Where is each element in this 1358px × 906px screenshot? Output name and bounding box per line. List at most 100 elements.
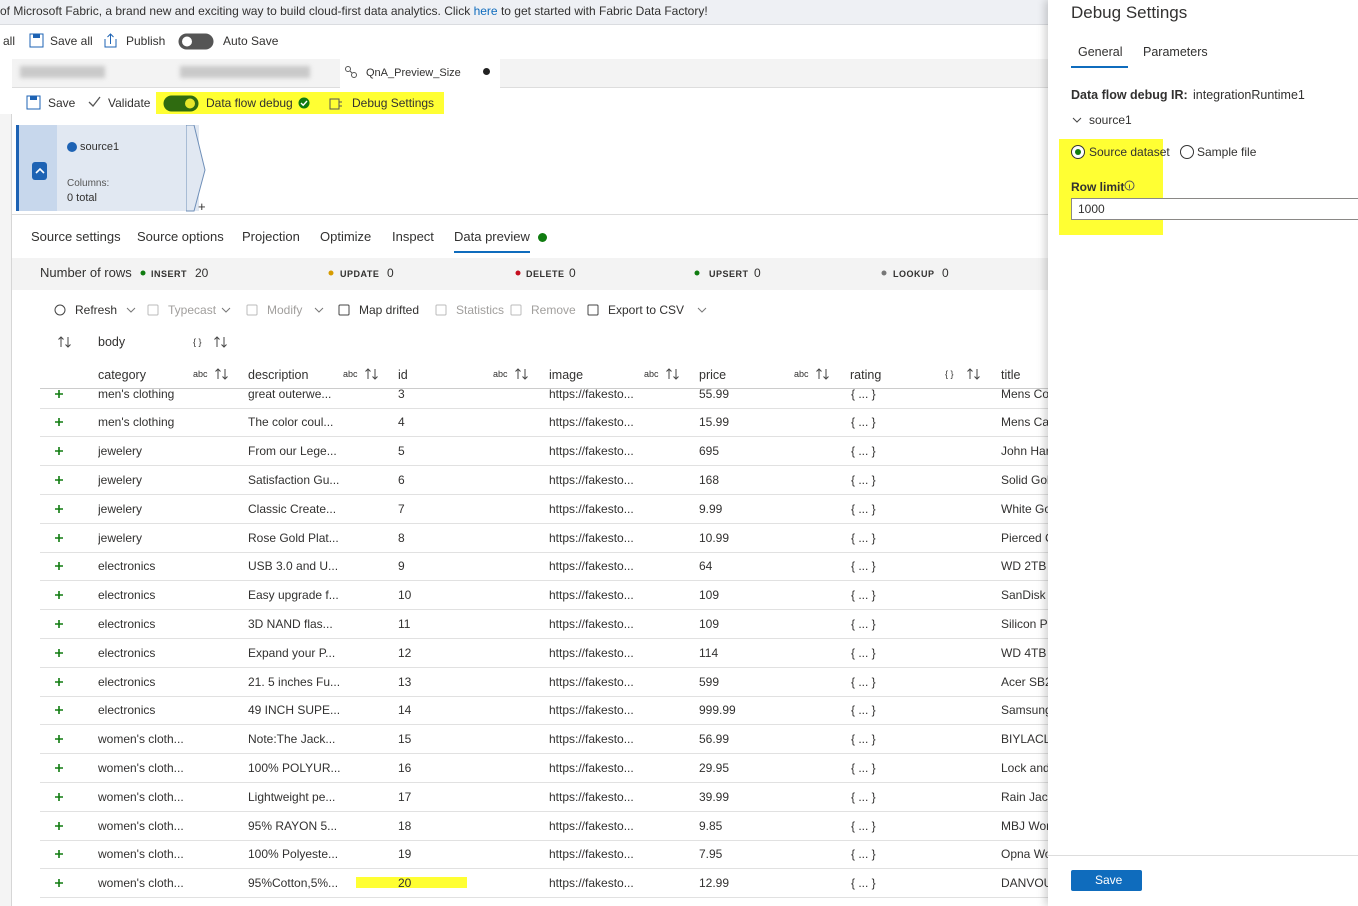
grid-cell: BIYLACLE [1001,732,1048,747]
panel-tab[interactable]: Optimize [320,229,372,244]
active-tab[interactable] [340,59,500,88]
grid-cell: 114 [699,645,719,660]
row-limit-value: 1000 [1078,202,1105,216]
toolbar-button[interactable]: all [3,34,16,48]
insert-icon [55,648,63,657]
subtoolbar-button[interactable]: Validate [108,96,151,110]
row-count-value: 0 [569,266,576,280]
radio[interactable] [1180,145,1194,159]
insert-icon [55,619,63,628]
subtoolbar-button[interactable]: Save [48,96,76,110]
subtoolbar-button[interactable]: Data flow debug [206,96,293,110]
tab[interactable]: QnA_Preview_Size [366,67,461,79]
panel-tab[interactable]: Source options [137,229,224,244]
column-header: id [398,368,408,382]
grid-cell: https://fakesto... [549,444,634,459]
column-type: abc [493,369,508,379]
action-button[interactable]: Remove [531,303,576,317]
radio-selected[interactable] [1071,145,1085,159]
option-label[interactable]: Source dataset [1089,145,1170,159]
panel-tab[interactable]: Data preview [454,229,530,244]
row-divider [40,523,1048,524]
save-button[interactable] [1071,870,1142,891]
grid-cell: electronics [98,616,156,631]
row-divider [40,638,1048,639]
panel-tab[interactable]: Source settings [31,229,121,244]
banner-link[interactable]: here [473,4,498,18]
action-button[interactable]: Typecast [168,303,217,317]
grid-cell: { ... } [851,760,876,775]
ir-label: Data flow debug IR: [1071,88,1188,102]
insert-icon [55,591,63,600]
save-button-label[interactable]: Save [1095,873,1123,887]
action-button[interactable]: Refresh [75,303,118,317]
action-icon [510,304,522,316]
footer-line [1048,855,1358,856]
grid-cell: 9.85 [699,818,723,833]
panel-tab[interactable]: Projection [242,229,300,244]
row-count-icon [881,270,887,276]
row-limit-input[interactable] [1071,198,1358,220]
grid-cell: Acer SB22 [1001,674,1048,689]
option-label[interactable]: Sample file [1197,145,1257,159]
toolbar-button[interactable]: Save all [50,34,93,48]
publish-icon [104,33,117,48]
toolbar-button[interactable]: Publish [126,34,166,48]
action-icon [147,304,159,316]
action-icon [587,304,599,316]
preview-status-dot [538,233,547,242]
grid-cell: electronics [98,588,156,603]
column-type: abc [193,369,208,379]
node-columns-value: 0 total [67,192,97,204]
panel-tab[interactable]: General [1078,45,1123,59]
grid-cell: 109 [699,588,720,603]
grid-cell: SanDisk S [1001,588,1048,603]
grid-cell: jewelery [98,444,143,459]
grid-cell: https://fakesto... [549,789,634,804]
grid-cell: 95%Cotton,5%... [248,876,339,891]
grid-cell: electronics [98,703,156,718]
grid-cell: 10.99 [699,530,730,545]
tab-dirty-dot [483,68,490,75]
banner-text: to get started with Fabric Data Factory! [500,4,708,18]
group-header: body [98,335,126,349]
grid-cell: 168 [699,472,720,487]
grid-cell: 18 [398,818,412,833]
grid-cell: https://fakesto... [549,703,634,718]
panel-title: Debug Settings [1071,3,1188,22]
row-divider [40,840,1048,841]
column-type: abc [644,369,659,379]
grid-cell: 599 [699,674,720,689]
row-count-type: UPDATE [340,269,380,279]
action-button[interactable]: Statistics [456,303,505,317]
row-counts-bar [12,258,1048,290]
toolbar-button[interactable]: Auto Save [223,34,279,48]
grid-cell: 29.95 [699,760,730,775]
grid-cell: https://fakesto... [549,415,634,430]
panel-tab[interactable]: Inspect [392,229,434,244]
debug-panel: Debug Settings General Parameters Data flow… [1048,0,1358,906]
node-arrow [186,125,206,212]
grid-cell: 95% RAYON 5... [248,818,338,833]
grid-cell: 11 [398,616,411,631]
column-header: price [699,368,727,382]
row-limit-label: Row limit [1071,180,1125,194]
highlight [356,877,467,888]
column-header: rating [850,368,882,382]
grid-cell: women's cloth... [98,732,184,747]
grid-cell: Solid Gol [1001,472,1048,487]
panel-tab[interactable]: Parameters [1143,45,1208,59]
action-button[interactable]: Export to CSV [608,303,685,317]
add-node[interactable]: + [198,199,206,214]
left-strip [0,114,12,906]
action-button[interactable]: Map drifted [359,303,420,317]
data-grid: men's clothing great outerwe... 3 https://f… [40,388,1048,898]
subtoolbar-button[interactable]: Debug Settings [352,96,435,110]
insert-icon [55,879,63,888]
column-type: { } [945,369,954,379]
node-name: source1 [80,141,120,153]
grid-cell: 19 [398,847,412,862]
action-button[interactable]: Modify [267,303,303,317]
row-count-icon [515,270,521,276]
grid-cell: jewelery [98,472,143,487]
